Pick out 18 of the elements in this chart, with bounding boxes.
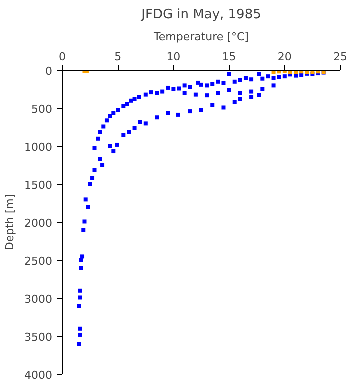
- x-tick-label: 25: [334, 50, 348, 64]
- y-axis-title: Depth [m]: [4, 194, 17, 251]
- y-tick-label: 2500: [24, 255, 53, 268]
- x-tick-label: 10: [166, 50, 181, 64]
- x-tick-label: 20: [278, 50, 292, 64]
- y-tick-label: 1500: [24, 179, 53, 192]
- y-tick-label: 1000: [24, 141, 53, 154]
- y-tick-label: 3500: [24, 331, 53, 344]
- y-tick-label: 3000: [24, 293, 53, 306]
- x-tick-label: 0: [59, 50, 66, 64]
- chart-title: JFDG in May, 1985: [140, 8, 262, 22]
- y-tick-label: 2000: [24, 217, 53, 230]
- y-tick-label: 500: [32, 103, 53, 116]
- x-tick-label: 5: [114, 50, 122, 64]
- x-axis-title: Temperature [°C]: [153, 30, 249, 44]
- x-tick-label: 15: [222, 50, 236, 64]
- y-tick-label: 0: [46, 65, 52, 78]
- y-tick-label: 4000: [24, 369, 53, 382]
